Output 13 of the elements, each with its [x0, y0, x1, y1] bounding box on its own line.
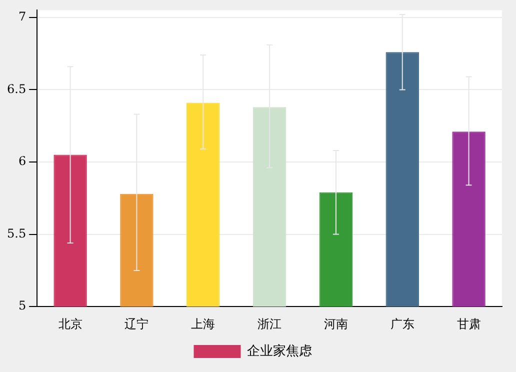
x-tick-label: 上海: [191, 316, 216, 331]
y-tick-label: 6.5: [6, 82, 26, 96]
y-tick-label: 5.5: [6, 226, 26, 240]
y-tick-label: 5: [18, 298, 26, 313]
y-tick-label: 7: [18, 10, 26, 24]
x-tick-label: 辽宁: [124, 316, 149, 331]
y-tick-label: 6: [18, 154, 26, 168]
x-tick-label: 甘肃: [456, 316, 481, 331]
legend-label: 企业家焦虑: [246, 342, 312, 359]
x-tick-label: 北京: [58, 316, 82, 331]
x-tick-label: 河南: [324, 316, 348, 331]
x-tick-label: 浙江: [258, 316, 282, 331]
x-tick-label: 广东: [390, 316, 414, 331]
